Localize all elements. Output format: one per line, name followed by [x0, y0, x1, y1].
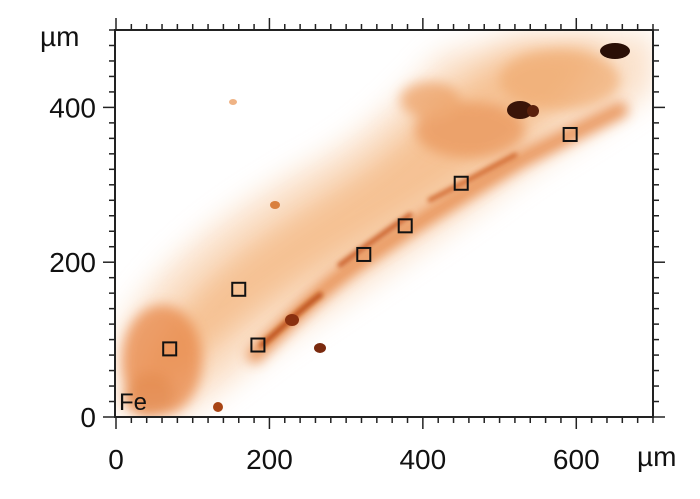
heatmap-area — [115, 30, 653, 417]
measurement-marker — [231, 281, 247, 297]
y-tick-label: 0 — [80, 402, 96, 433]
measurement-marker — [250, 337, 266, 353]
measurement-marker — [162, 341, 178, 357]
measurement-marker — [356, 246, 372, 262]
lower-left-hotspot — [122, 305, 202, 417]
x-tick-label: 600 — [553, 444, 600, 475]
marker-layer — [162, 126, 578, 357]
y-tick-label: 200 — [49, 247, 96, 278]
plot-frame — [114, 29, 654, 418]
measurement-marker — [453, 175, 469, 191]
x-axis-unit-label: µm — [637, 441, 676, 472]
measurement-marker — [562, 126, 578, 142]
axis-layer: 0 200 400 600 0 200 400 — [49, 18, 665, 475]
dark-particles — [213, 43, 630, 412]
upper-right-region — [400, 50, 620, 158]
y-tick-label: 400 — [49, 92, 96, 123]
x-tick-label: 0 — [108, 444, 124, 475]
x-tick-label: 400 — [399, 444, 446, 475]
y-axis-unit-label: µm — [40, 21, 79, 52]
measurement-marker — [397, 218, 413, 234]
element-label: Fe — [119, 389, 147, 416]
x-tick-label: 200 — [246, 444, 293, 475]
